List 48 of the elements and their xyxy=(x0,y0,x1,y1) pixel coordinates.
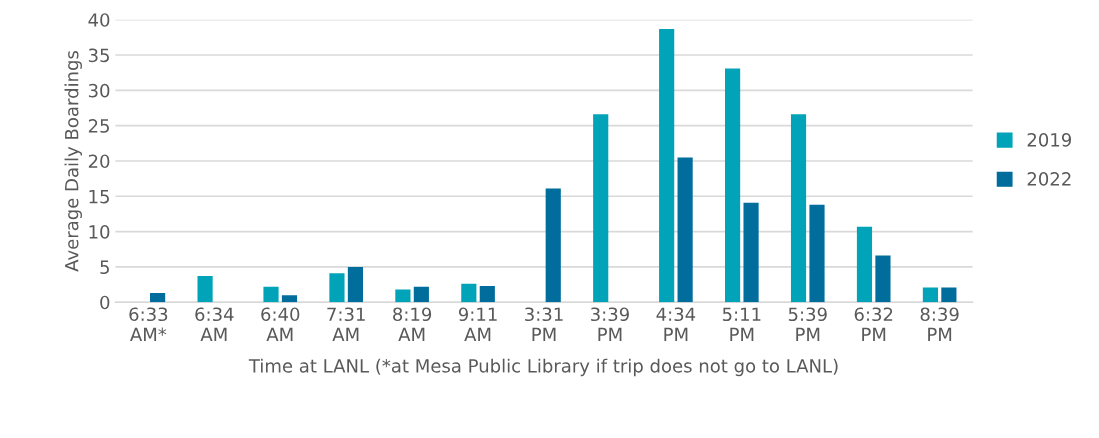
x-tick-label: 6:40 AM xyxy=(261,307,300,342)
bar xyxy=(347,266,363,303)
x-tick-label: 5:39 PM xyxy=(788,307,827,342)
y-tick-label: 25 xyxy=(88,119,109,133)
bar xyxy=(479,285,495,303)
y-tick-label: 30 xyxy=(88,83,110,98)
bar xyxy=(150,293,166,303)
bar xyxy=(329,273,345,303)
bar xyxy=(413,286,429,303)
x-tick-label: 6:33 AM* xyxy=(129,307,168,342)
bar xyxy=(659,28,675,303)
bar xyxy=(461,283,477,303)
bar xyxy=(725,68,741,303)
x-tick-label: 9:11 AM xyxy=(458,307,497,342)
bar xyxy=(743,202,759,303)
legend-label: 2022 xyxy=(1027,172,1071,186)
bar xyxy=(809,204,825,303)
bar xyxy=(593,114,609,303)
x-tick-label: 6:32 PM xyxy=(854,307,893,342)
x-tick-label: 3:31 PM xyxy=(525,307,563,342)
y-tick-label: 10 xyxy=(89,225,110,239)
bar xyxy=(941,287,957,303)
y-tick-label: 40 xyxy=(88,13,110,27)
x-tick-label: 8:39 PM xyxy=(920,307,959,342)
bar xyxy=(395,289,411,303)
bar xyxy=(790,114,807,303)
y-tick-label: 5 xyxy=(100,260,109,275)
bar xyxy=(875,255,891,303)
x-tick-label: 8:19 AM xyxy=(393,307,432,342)
x-tick-label: 3:39 PM xyxy=(591,307,629,342)
legend-label: 2019 xyxy=(1027,132,1072,147)
x-tick-label: 5:11 PM xyxy=(722,307,761,342)
y-axis-title: Average Daily Boardings xyxy=(64,51,82,272)
x-axis-title: Time at LANL (*at Mesa Public Library if trip does not go to LANL) xyxy=(248,358,838,377)
y-tick-label: 20 xyxy=(88,154,110,169)
y-tick-label: 0 xyxy=(100,295,110,310)
y-tick-label: 15 xyxy=(89,189,109,204)
bar xyxy=(197,276,213,303)
bar xyxy=(281,295,298,303)
bar xyxy=(263,286,279,303)
y-tick-label: 35 xyxy=(88,48,109,63)
x-tick-label: 4:34 PM xyxy=(656,307,696,342)
bar xyxy=(677,157,693,303)
bar xyxy=(856,226,873,303)
bar xyxy=(545,188,561,303)
x-tick-label: 7:31 AM xyxy=(327,307,365,342)
x-tick-label: 6:34 AM xyxy=(195,307,234,342)
bar xyxy=(922,287,938,303)
